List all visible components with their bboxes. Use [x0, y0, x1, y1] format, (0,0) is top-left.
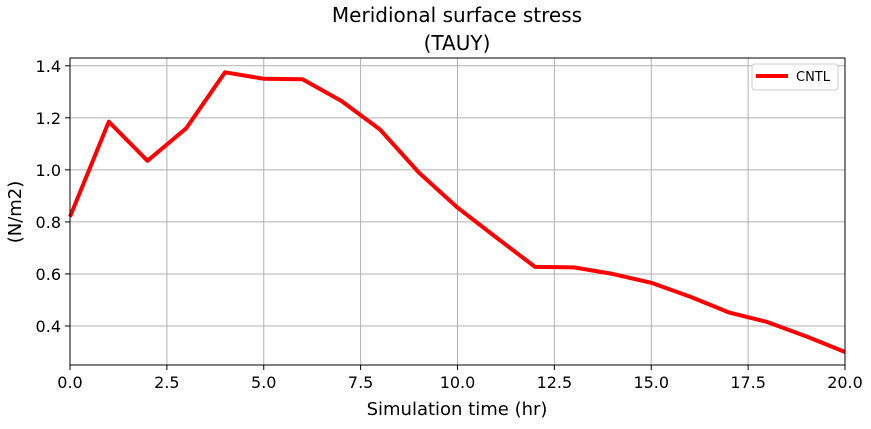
- x-axis-label: Simulation time (hr): [367, 399, 548, 420]
- y-tick-label: 0.8: [36, 213, 61, 232]
- x-tick-label: 0.0: [57, 373, 82, 392]
- y-tick-label: 0.4: [36, 317, 61, 336]
- series-layer: [68, 70, 846, 354]
- x-tick-label: 7.5: [348, 373, 373, 392]
- y-tick-label: 0.6: [36, 265, 61, 284]
- x-tick-label: 10.0: [440, 373, 476, 392]
- chart-title-line-1: Meridional surface stress: [332, 3, 582, 27]
- y-tick-label: 1.0: [36, 161, 61, 180]
- legend-box: [751, 63, 839, 91]
- y-tick-label: 1.2: [36, 109, 61, 128]
- x-tick-label: 20.0: [827, 373, 863, 392]
- x-tick-label: 5.0: [251, 373, 276, 392]
- x-tick-label: 15.0: [633, 373, 669, 392]
- chart-title-line-2: (TAUY): [424, 31, 491, 55]
- grid: [69, 58, 846, 365]
- y-tick-label: 1.4: [36, 57, 61, 76]
- series-line-cntl: [68, 70, 846, 354]
- x-tick-label: 2.5: [154, 373, 179, 392]
- x-tick-label: 17.5: [730, 373, 766, 392]
- legend-label-cntl: CNTL: [796, 70, 831, 85]
- legend: CNTL: [751, 63, 839, 91]
- x-tick-label: 12.5: [537, 373, 573, 392]
- ticks: 0.0 2.5 5.0 7.5 10.0 12.5 15.0 17.5 20.0 0.4 0.6 0.…: [36, 57, 863, 392]
- y-axis-label: (N/m2): [5, 181, 26, 244]
